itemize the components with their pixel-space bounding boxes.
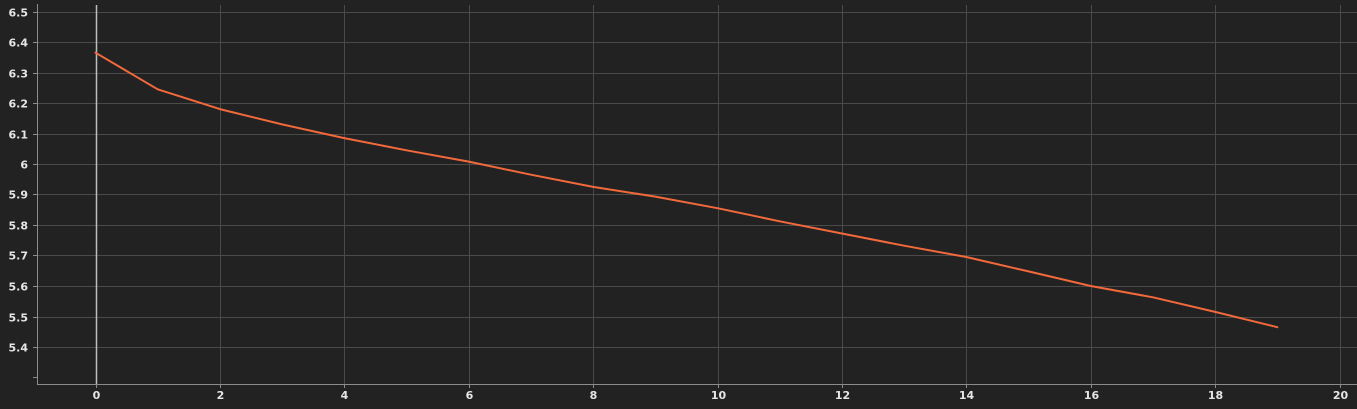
data-point — [281, 123, 283, 126]
y-tick-label: 6 — [20, 159, 28, 172]
x-tick-label: 10 — [711, 389, 727, 402]
y-tick-label: 5.4 — [9, 342, 29, 355]
data-point — [654, 195, 657, 198]
tick-label-layer: 5.4 5.5 5.6 5.7 5.8 5.9 6 6.1 6.2 6.3 6.4 6.5 0 2 4 6 8 1… — [9, 7, 1349, 403]
x-tick-label: 2 — [217, 389, 225, 402]
data-point — [1027, 270, 1030, 273]
data-point — [467, 160, 470, 163]
grid-layer — [37, 5, 1357, 384]
data-point — [405, 149, 408, 152]
data-point — [965, 256, 968, 258]
x-tick-label: 0 — [93, 389, 101, 402]
x-tick-label: 16 — [1084, 389, 1100, 402]
data-point — [1214, 311, 1216, 313]
x-tick-label: 14 — [959, 389, 975, 402]
data-point — [716, 207, 719, 209]
data-point — [530, 173, 532, 176]
x-tick-label: 18 — [1208, 389, 1223, 402]
data-point — [1089, 285, 1092, 287]
data-point — [1276, 326, 1279, 329]
data-point — [94, 51, 97, 54]
data-point — [219, 108, 221, 110]
y-tick-label: 6.5 — [9, 7, 29, 20]
y-tick-label: 5.7 — [9, 250, 29, 263]
y-tick-label: 6.2 — [9, 98, 29, 111]
y-tick-label: 6.1 — [9, 129, 29, 142]
x-tick-label: 8 — [590, 389, 598, 402]
x-tick-label: 6 — [466, 389, 474, 402]
data-point — [1152, 296, 1154, 299]
series-layer — [94, 51, 1279, 329]
y-tick-label: 5.9 — [9, 189, 29, 202]
y-tick-label: 5.5 — [9, 312, 29, 325]
x-tick-label: 20 — [1333, 389, 1349, 402]
y-tick-label: 6.3 — [9, 68, 29, 81]
x-tick-label: 4 — [341, 389, 349, 402]
y-tick-label: 5.8 — [9, 220, 29, 233]
series-line — [94, 51, 1279, 329]
data-point — [841, 232, 843, 235]
data-point — [903, 244, 905, 247]
data-point — [778, 220, 781, 223]
axis-layer — [33, 4, 1357, 388]
y-tick-label: 5.6 — [9, 281, 29, 294]
data-point — [156, 88, 159, 91]
x-tick-label: 12 — [835, 389, 850, 402]
y-tick-label: 6.4 — [9, 37, 29, 50]
data-point — [343, 137, 346, 139]
data-point — [592, 186, 594, 188]
